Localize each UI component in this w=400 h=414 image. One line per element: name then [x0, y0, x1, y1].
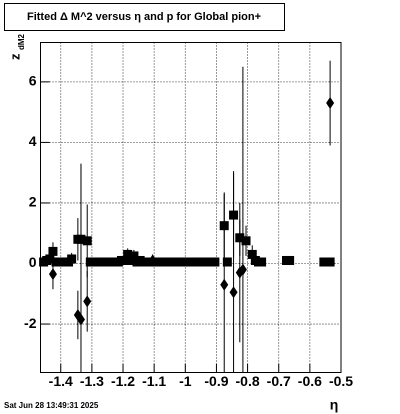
x-tick-label: -0.8	[236, 373, 260, 389]
point	[325, 257, 335, 267]
timestamp: Sat Jun 28 13:49:31 2025	[4, 401, 99, 410]
point	[210, 257, 220, 267]
x-axis-title: η	[330, 397, 339, 413]
x-tick-label: -1.3	[80, 373, 104, 389]
point	[222, 257, 232, 267]
y-tick-label: 4	[29, 133, 37, 149]
x-tick-label: -1.4	[49, 373, 73, 389]
y-label-sub: dM2	[17, 33, 26, 50]
x-tick-label: -0.6	[298, 373, 322, 389]
point	[229, 286, 238, 299]
point	[285, 255, 295, 265]
point	[247, 249, 257, 259]
point	[257, 257, 267, 267]
x-tick-label: -0.5	[329, 373, 353, 389]
x-tick-label: -0.9	[204, 373, 228, 389]
y-label: z	[7, 53, 22, 60]
point	[48, 246, 58, 256]
point	[83, 295, 92, 308]
x-tick-label: -1.2	[111, 373, 135, 389]
point	[82, 236, 92, 246]
y-tick-label: 6	[29, 73, 37, 89]
point	[326, 97, 335, 110]
point	[238, 263, 247, 276]
title-box	[4, 3, 285, 31]
y-axis-title: z dM2	[7, 33, 26, 60]
point	[241, 236, 251, 246]
point	[220, 278, 229, 291]
point	[76, 313, 85, 326]
point	[48, 268, 57, 281]
chart-title: Fitted Δ M^2 versus η and p for Global p…	[27, 11, 261, 23]
y-tick-label: -2	[24, 315, 37, 331]
point	[67, 254, 77, 264]
y-tick-label: 2	[29, 194, 37, 210]
point	[126, 255, 136, 265]
point	[120, 255, 130, 265]
point	[129, 251, 139, 261]
x-tick-label: -1.1	[142, 373, 166, 389]
point	[45, 254, 55, 264]
point	[148, 254, 157, 267]
x-tick-label: -1	[179, 373, 192, 389]
x-tick-label: -0.7	[267, 373, 291, 389]
point	[123, 249, 133, 259]
y-tick-label: 0	[29, 254, 37, 270]
